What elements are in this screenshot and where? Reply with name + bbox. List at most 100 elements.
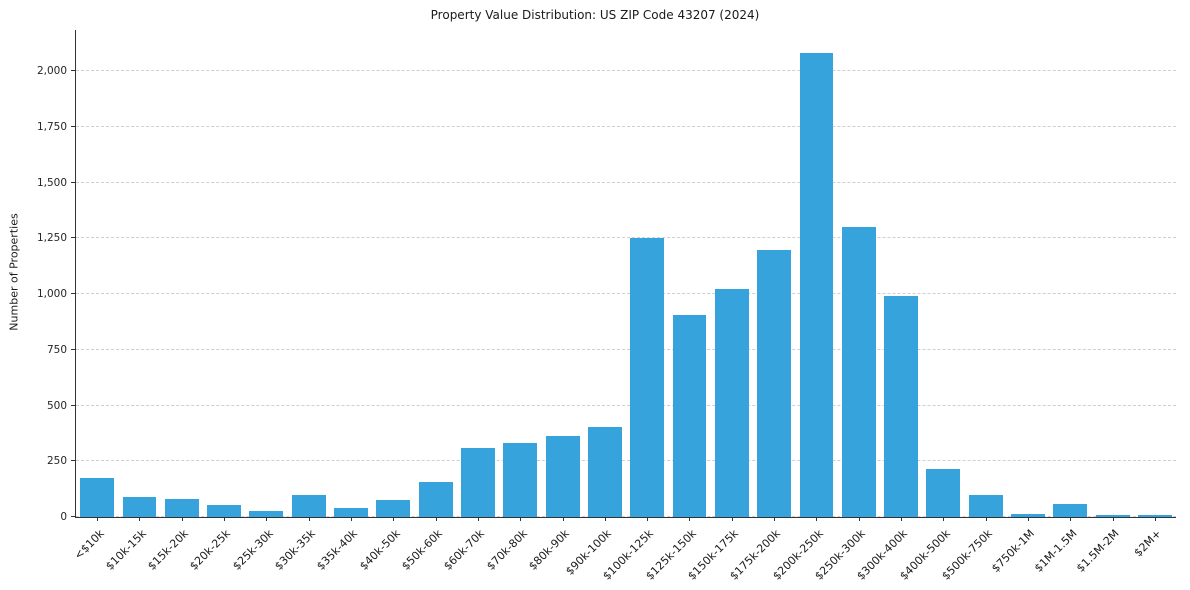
bar-slot [541,30,583,517]
bar-$60k-70k [461,447,495,517]
x-tick-label: $300k-400k [854,527,911,583]
bar-$200k-250k [799,53,834,517]
gridline [76,293,1176,295]
x-tick-label: $80k-90k [525,527,572,573]
bar-slot [457,30,499,517]
x-tickmark [901,517,902,521]
x-axis-ticks: <$10k $10k-15k $15k-20k $20k-25k $25k-30k $30… [71,30,1176,583]
bar-slot [753,30,795,517]
y-axis-label: Number of Properties [7,213,21,331]
bar-slot [922,30,964,517]
x-tickmark [351,517,352,521]
x-tickmark [985,517,987,521]
x-tick-label: $10k-15k [102,527,149,573]
gridline [76,125,1176,127]
x-tickmark [181,517,183,521]
x-tickmark [1027,517,1029,521]
bar-$1M-1.5M [1053,503,1088,517]
y-tickmark [71,404,76,406]
x-tickmark [774,517,776,521]
bar-$100k-125k [630,238,665,517]
bar-$10k-15k [122,496,157,517]
x-tick-label: $20k-25k [187,527,234,573]
x-tick-label: $125k-150k [642,527,699,583]
x-tick-label: $200k-250k [769,527,826,583]
bar-$150k-175k [714,288,749,517]
x-tick-label: $400k-500k [896,527,953,583]
bar-$40k-50k [376,500,411,517]
x-tick-label: $35k-40k [314,527,361,573]
bar-$2M+ [1138,515,1172,517]
bar-slot [795,30,837,517]
bar-slot [415,30,457,517]
bar-$125k-150k [672,315,707,517]
x-tick-label: $500k-750k [939,527,995,583]
x-tick-label: $40k-50k [356,527,403,573]
x-tickmark [816,517,818,521]
bar-$70k-80k [503,443,538,517]
x-tick-label: $30k-35k [272,527,318,573]
bar-slot [838,30,880,517]
x-tickmark [943,517,945,521]
bar-$20k-25k [207,504,242,517]
bar-$300k-400k [884,296,919,517]
y-tick-label: 1,750 [36,120,67,133]
bar-slot [118,30,160,517]
bar-$500k-750k [968,494,1003,517]
bar-slot [245,30,287,517]
x-tickmark [393,517,395,521]
bar-slot [288,30,330,517]
bar-slot [880,30,922,517]
bar-slot [626,30,668,517]
x-tick-label: $50k-60k [399,527,445,573]
x-tickmark [604,517,606,521]
bar-slot [668,30,710,517]
x-tick-label: <$10k [71,527,107,563]
x-tickmark [520,517,522,521]
bar-slot [1092,30,1134,517]
bar-$15k-20k [164,499,199,517]
y-tickmark [71,516,76,517]
x-tickmark [1154,517,1156,521]
x-tickmark [97,517,99,521]
x-tickmark [1112,517,1114,521]
bar-slot [161,30,203,517]
x-tick-label: $1M-1.5M [1031,527,1080,575]
bar-$250k-300k [841,227,876,517]
bar-slot [203,30,245,517]
chart-title: Property Value Distribution: US ZIP Code… [430,8,760,22]
bar-$30k-35k [291,494,326,517]
bar-slot [372,30,414,517]
x-tickmark [139,517,141,521]
x-tickmark [224,517,226,521]
y-tickmark [71,181,76,183]
y-tick-label: 1,000 [36,288,67,301]
gridline [76,181,1176,183]
bar-slot [499,30,541,517]
gridline [76,516,1176,517]
bar-slot [711,30,753,517]
x-tick-label: $250k-300k [812,527,868,583]
gridline [76,460,1176,462]
x-tickmark [647,517,649,521]
x-tick-label: $750k-1M [989,527,1038,575]
bar-$90k-100k [587,426,622,517]
x-tick-label: $2M+ [1131,527,1165,560]
x-tick-label: $175k-200k [727,527,784,583]
bar-<$10k [80,478,115,517]
bar-slot [76,30,118,517]
x-tickmark [689,517,691,521]
x-tickmark [266,517,268,521]
x-tickmark [562,517,564,521]
x-tick-label: $150k-175k [685,527,741,583]
bar-slot [584,30,626,517]
x-tickmark [731,517,733,521]
bar-slot [330,30,372,517]
bar-slot [1007,30,1049,517]
bar-slot [1134,30,1176,517]
y-tick-label: 250 [46,455,67,468]
bar-slot [965,30,1007,517]
x-tickmark [477,517,479,521]
y-tickmark [71,125,76,127]
